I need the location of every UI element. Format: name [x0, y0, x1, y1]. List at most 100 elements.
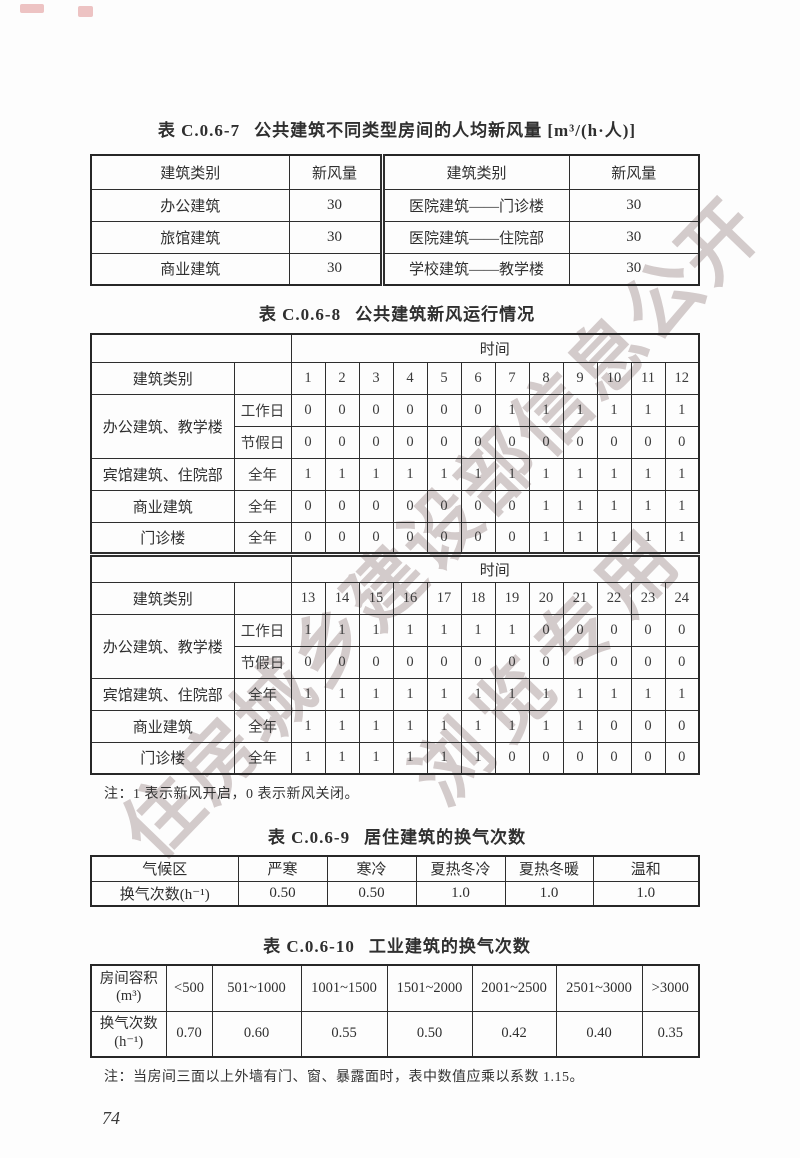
table8-value: 1: [494, 393, 530, 427]
table7-value: 30: [288, 220, 383, 254]
table10-header: >3000: [641, 964, 700, 1012]
table10-header: 2501~3000: [555, 964, 643, 1012]
table8-value: 1: [290, 457, 326, 491]
table7-category: 旅馆建筑: [90, 220, 290, 254]
table9-row-label: 换气次数(h⁻¹): [90, 880, 239, 907]
table8-hour-label: 6: [460, 361, 496, 395]
table7-category: 医院建筑——门诊楼: [379, 188, 570, 222]
table8-value: 1: [290, 709, 326, 743]
table9-value: 0.50: [237, 880, 328, 907]
table8-value: 1: [392, 741, 428, 775]
table8-value: 0: [324, 645, 360, 679]
table8-value: 0: [562, 741, 598, 775]
table8-value: 0: [664, 613, 700, 647]
table8-value: 0: [494, 645, 530, 679]
table-c069: 气候区 严寒 寒冷 夏热冬冷 夏热冬暖 温和 换气次数(h⁻¹) 0.50 0.50 1.0 1.0…: [90, 855, 700, 907]
table8-value: 1: [494, 613, 530, 647]
table10-value: 0.42: [471, 1010, 557, 1058]
table8-value: 1: [630, 521, 666, 555]
table7-value: 30: [288, 188, 383, 222]
table-c069-title: 表 C.0.6-9 居住建筑的换气次数: [90, 823, 704, 848]
table8-value: 0: [324, 489, 360, 523]
table-c0610-id: 表 C.0.6-10: [263, 937, 355, 956]
table8-value: 1: [562, 489, 598, 523]
table8-value: 0: [392, 489, 428, 523]
table8-category-header: 建筑类别: [90, 361, 235, 395]
table8-hour-label: 15: [358, 581, 394, 615]
table8-value: 0: [358, 645, 394, 679]
table8-value: 1: [290, 613, 326, 647]
table8-value: 0: [324, 425, 360, 459]
table8-value: 0: [392, 645, 428, 679]
table8-value: 0: [562, 613, 598, 647]
table8-value: 1: [392, 613, 428, 647]
table8-value: 0: [290, 645, 326, 679]
table8-value: 0: [290, 425, 326, 459]
table8-value: 0: [528, 741, 564, 775]
table8-value: 0: [562, 645, 598, 679]
table8-value: 1: [528, 521, 564, 555]
table10-value: 0.55: [300, 1010, 388, 1058]
table8-value: 0: [596, 645, 632, 679]
table8-value: 1: [528, 457, 564, 491]
table-c069-id: 表 C.0.6-9: [267, 828, 351, 847]
table8-category: 宾馆建筑、住院部: [90, 677, 235, 711]
table8-period: 全年: [233, 521, 292, 555]
table8-value: 1: [392, 457, 428, 491]
table8-value: 1: [528, 709, 564, 743]
table10-header: 1501~2000: [386, 964, 473, 1012]
table8-hour-label: 19: [494, 581, 530, 615]
red-stamp-artifact: [20, 4, 44, 13]
table8-value: 0: [596, 741, 632, 775]
table7-category: 学校建筑——教学楼: [379, 252, 570, 286]
table8-value: 1: [426, 741, 462, 775]
table7-header: 新风量: [288, 154, 383, 190]
table8-value: 1: [664, 677, 700, 711]
table8-blank-cell: [90, 333, 292, 363]
table8-value: 1: [596, 489, 632, 523]
table8-hour-label: 20: [528, 581, 564, 615]
table8-category: 门诊楼: [90, 521, 235, 555]
table8-value: 0: [392, 521, 428, 555]
table8-hour-label: 18: [460, 581, 496, 615]
table8-value: 0: [358, 489, 394, 523]
table8-value: 0: [664, 741, 700, 775]
table8-value: 1: [324, 457, 360, 491]
table8-value: 0: [426, 489, 462, 523]
table8-value: 1: [460, 677, 496, 711]
table8-value: 0: [494, 425, 530, 459]
table8-value: 0: [528, 425, 564, 459]
table8-value: 1: [528, 489, 564, 523]
table8-category-header: 建筑类别: [90, 581, 235, 615]
table-c067-id: 表 C.0.6-7: [157, 121, 241, 140]
table-c0610-note: 注：当房间三面以上外墙有门、窗、暴露面时，表中数值应乘以系数 1.15。: [104, 1070, 584, 1085]
table8-value: 1: [562, 393, 598, 427]
table8-value: 0: [596, 425, 632, 459]
table9-value: 1.0: [592, 880, 700, 907]
table8-value: 1: [426, 677, 462, 711]
table8-value: 1: [630, 677, 666, 711]
table8-value: 1: [528, 677, 564, 711]
table8-hour-label: 13: [290, 581, 326, 615]
table8-value: 1: [426, 457, 462, 491]
table8-value: 0: [494, 521, 530, 555]
table8-value: 0: [358, 393, 394, 427]
table9-header: 严寒: [237, 855, 328, 882]
table10-header: 2001~2500: [471, 964, 557, 1012]
table8-value: 1: [664, 457, 700, 491]
table7-header: 建筑类别: [90, 154, 290, 190]
table8-category: 办公建筑、教学楼: [90, 393, 235, 459]
table9-value: 1.0: [415, 880, 506, 907]
table8-value: 1: [664, 393, 700, 427]
table8-value: 0: [460, 489, 496, 523]
table8-value: 1: [528, 393, 564, 427]
table8-value: 0: [630, 645, 666, 679]
table8-value: 1: [630, 393, 666, 427]
table8-value: 0: [630, 709, 666, 743]
table8-value: 1: [630, 489, 666, 523]
table8-value: 0: [426, 425, 462, 459]
table8-value: 1: [392, 677, 428, 711]
table8-hour-label: 5: [426, 361, 462, 395]
table9-header: 寒冷: [326, 855, 417, 882]
table8-value: 0: [426, 393, 462, 427]
